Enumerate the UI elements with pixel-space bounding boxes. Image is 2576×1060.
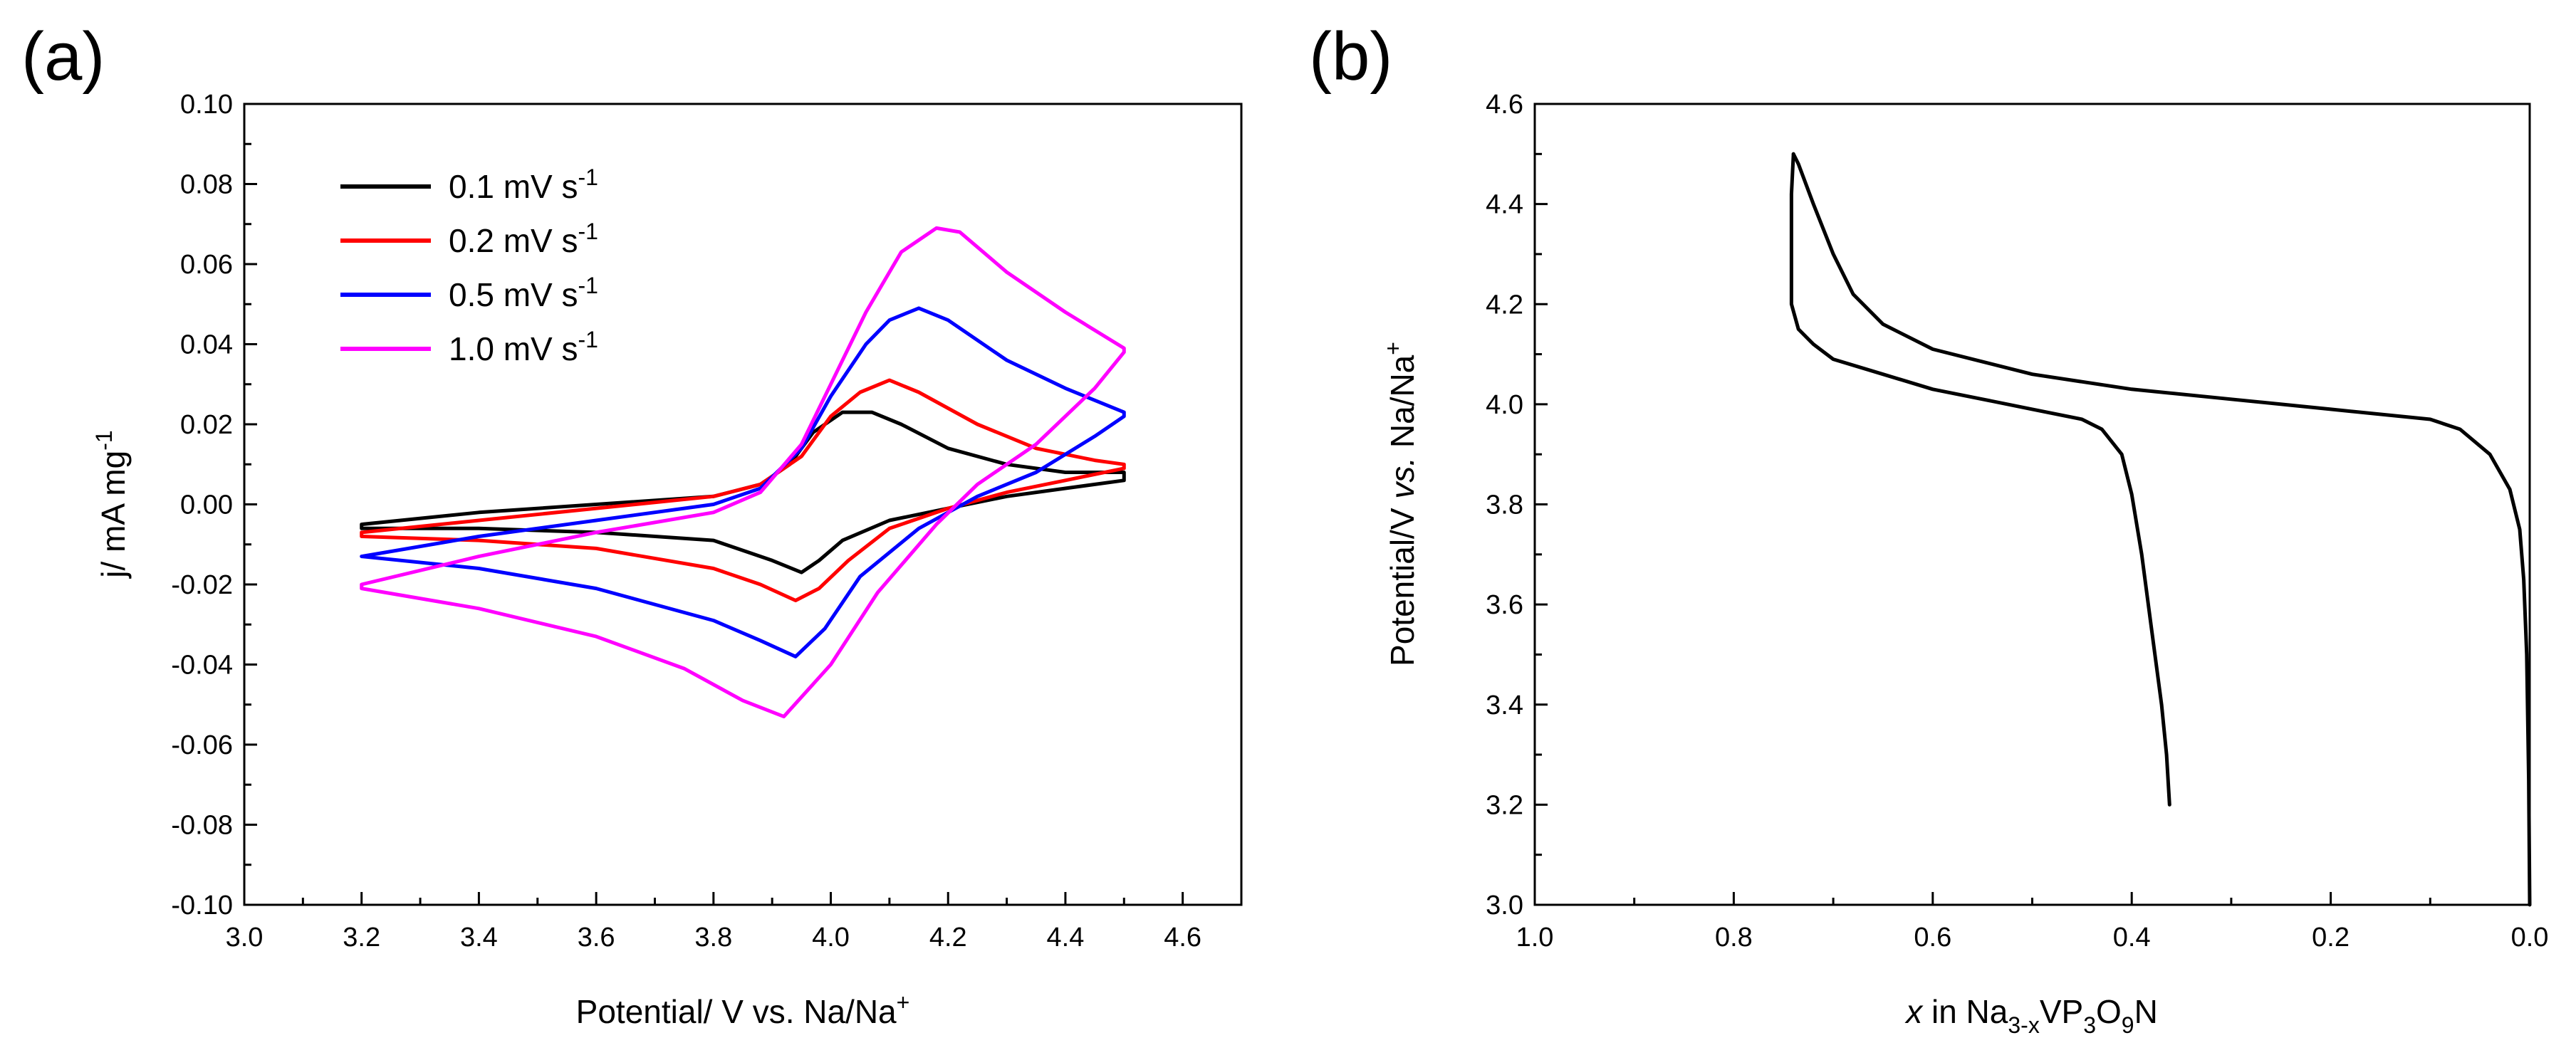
y-tick-label: -0.08 <box>171 811 233 841</box>
cv-chart-panel: (a) 3.0 3.2 3.4 3.6 3.8 4.0 4.2 4.4 4.6 -0.10 -0.0… <box>21 19 1243 1030</box>
series-line <box>1791 152 2532 907</box>
y-tick-label: 3.8 <box>1486 490 1523 520</box>
series-line <box>360 226 1126 719</box>
y-tick-label: 0.10 <box>180 90 233 120</box>
y-tick-label: 0.04 <box>180 330 233 360</box>
y-tick-label: 3.0 <box>1486 891 1523 920</box>
y-tick-label: 3.6 <box>1486 590 1523 620</box>
gcd-y-axis-title: Potential/V vs. Na/Na+ <box>1380 342 1421 666</box>
x-tick-label: 1.0 <box>1516 923 1554 953</box>
x-tick-label: 0.8 <box>1715 923 1753 953</box>
x-tick-label: 4.0 <box>812 923 850 953</box>
legend-label: 0.5 mV s-1 <box>449 273 598 313</box>
x-tick-label: 0.2 <box>2312 923 2350 953</box>
x-tick-label: 0.6 <box>1914 923 1951 953</box>
x-tick-label: 3.8 <box>694 923 732 953</box>
gcd-plot-frame <box>1533 103 2531 906</box>
gcd-axis-ticks: 1.0 0.8 0.6 0.4 0.2 0.0 3.0 3.2 3.4 3.6 3.8 4.0 4.2 4… <box>1486 90 2548 953</box>
cv-x-axis-title: Potential/ V vs. Na/Na+ <box>576 990 910 1030</box>
x-tick-label: 4.4 <box>1047 923 1085 953</box>
cv-series-group <box>360 226 1126 719</box>
y-tick-label: 0.00 <box>180 490 233 520</box>
y-tick-label: 0.08 <box>180 170 233 200</box>
y-tick-label: -0.02 <box>171 570 233 600</box>
x-tick-label: 4.6 <box>1164 923 1201 953</box>
cv-plot-frame <box>243 103 1243 906</box>
y-tick-label: 0.06 <box>180 250 233 280</box>
x-tick-label: 3.2 <box>343 923 380 953</box>
x-tick-label: 0.0 <box>2511 923 2549 953</box>
x-tick-label: 4.2 <box>929 923 967 953</box>
cv-y-axis-title: j/ mA mg-1 <box>91 430 132 579</box>
cv-axis-ticks: 3.0 3.2 3.4 3.6 3.8 4.0 4.2 4.4 4.6 -0.10 -0.08 -0.… <box>171 90 1201 953</box>
x-tick-label: 3.6 <box>578 923 615 953</box>
cv-legend: 0.1 mV s-1 0.2 mV s-1 0.5 mV s-1 1.0 mV s-1 <box>340 164 598 367</box>
legend-label: 0.2 mV s-1 <box>449 219 598 259</box>
series-line <box>1789 152 2171 807</box>
gcd-x-axis-title: x in Na3-xVP3O9N <box>1904 993 2158 1038</box>
y-tick-label: 4.2 <box>1486 290 1523 320</box>
charge-discharge-panel: (b) 1.0 0.8 0.6 0.4 0.2 0.0 3.0 3.2 3.4 3.6 3.8 4.0… <box>1309 19 2548 1038</box>
x-tick-label: 3.0 <box>226 923 264 953</box>
y-tick-label: 4.0 <box>1486 390 1523 420</box>
y-tick-label: -0.10 <box>171 891 233 920</box>
legend-label: 1.0 mV s-1 <box>449 327 598 367</box>
y-tick-label: -0.06 <box>171 730 233 760</box>
y-tick-label: 0.02 <box>180 410 233 440</box>
x-tick-label: 3.4 <box>460 923 498 953</box>
legend-label: 0.1 mV s-1 <box>449 164 598 205</box>
y-tick-label: 4.6 <box>1486 90 1523 120</box>
y-tick-label: 4.4 <box>1486 190 1523 220</box>
gcd-series-group <box>1789 152 2532 907</box>
panel-label-b: (b) <box>1309 19 1392 95</box>
y-tick-label: 3.4 <box>1486 691 1523 720</box>
panel-label-a: (a) <box>21 19 105 95</box>
y-tick-label: 3.2 <box>1486 790 1523 820</box>
y-tick-label: -0.04 <box>171 651 233 681</box>
x-tick-label: 0.4 <box>2113 923 2151 953</box>
